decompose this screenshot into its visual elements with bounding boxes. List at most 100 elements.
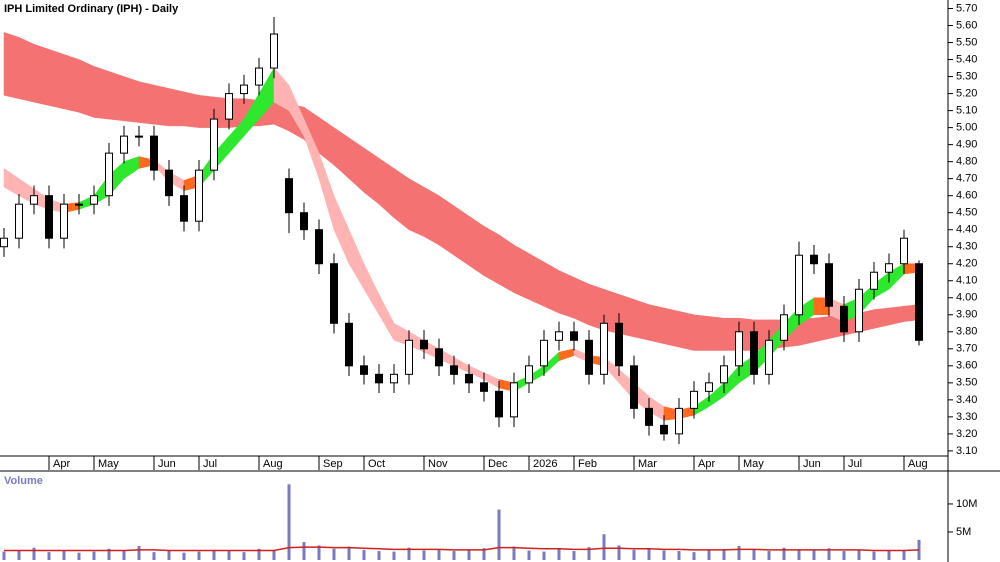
volume-bar	[467, 549, 471, 560]
volume-bar	[212, 549, 216, 560]
candle-body	[480, 382, 488, 392]
chart-title: IPH Limited Ordinary (IPH) - Daily	[4, 3, 179, 15]
candle-body	[285, 178, 293, 214]
volume-bar	[332, 548, 336, 560]
volume-bar	[662, 550, 666, 560]
volume-bar	[17, 549, 21, 560]
candle-body	[315, 229, 323, 265]
candle-body	[90, 195, 98, 205]
long-band	[468, 215, 485, 277]
candle-body	[840, 305, 848, 333]
volume-bar	[497, 509, 501, 560]
volume-bar	[767, 551, 771, 560]
candle-body	[570, 331, 578, 341]
long-band	[123, 76, 140, 123]
long-band	[153, 84, 170, 127]
candle-body	[495, 390, 503, 418]
y-tick-label: 4.60	[956, 190, 977, 202]
x-tick-label: Sep	[323, 458, 343, 470]
y-tick-label: 4.40	[956, 224, 977, 236]
y-tick-label: 4.80	[956, 156, 977, 168]
y-tick-label: 3.80	[956, 326, 977, 338]
volume-bar	[167, 551, 171, 560]
y-tick-label: 4.50	[956, 207, 977, 219]
candle-body	[735, 331, 743, 367]
x-tick-label: Apr	[698, 458, 715, 470]
volume-bar	[587, 547, 591, 560]
volume-bar	[317, 545, 321, 560]
x-tick-label: Jul	[203, 458, 217, 470]
y-tick-label: 4.20	[956, 258, 977, 270]
x-tick-label: Feb	[578, 458, 597, 470]
y-tick-label: 3.20	[956, 428, 977, 440]
x-tick-label: May	[98, 458, 119, 470]
long-band	[558, 270, 575, 319]
long-band	[513, 244, 530, 300]
volume-bar	[137, 545, 141, 560]
candle-body	[795, 254, 803, 316]
long-band	[108, 71, 125, 122]
y-tick-label: 4.90	[956, 139, 977, 151]
y-tick-label: 4.10	[956, 275, 977, 287]
candle-body	[0, 237, 8, 248]
volume-bar	[302, 542, 306, 560]
volume-bar	[47, 552, 51, 560]
volume-bar	[482, 548, 486, 560]
volume-bar	[842, 551, 846, 560]
candle-body	[900, 237, 908, 265]
candle-body	[225, 93, 233, 120]
candle-body	[45, 195, 53, 239]
volume-bar	[182, 552, 186, 560]
x-tick-label: Mar	[638, 458, 657, 470]
candle-body	[765, 339, 773, 375]
y-tick-label: 10M	[956, 498, 977, 510]
y-tick-label: 5.70	[956, 2, 977, 14]
volume-bar	[752, 549, 756, 560]
y-tick-label: 5.00	[956, 122, 977, 134]
y-tick-label: 3.10	[956, 445, 977, 457]
long-band	[888, 305, 905, 326]
volume-bar	[227, 551, 231, 560]
y-tick-label: 5.50	[956, 36, 977, 48]
long-band	[48, 48, 65, 110]
long-band	[573, 276, 590, 326]
candle-body	[660, 424, 668, 435]
long-band	[708, 316, 725, 351]
volume-bar	[857, 549, 861, 560]
long-band	[138, 81, 155, 125]
candle-body	[360, 365, 368, 375]
volume-bar	[407, 547, 411, 560]
candle-body	[915, 263, 923, 341]
candle-body	[630, 365, 638, 409]
y-tick-label: 5.60	[956, 19, 977, 31]
volume-bar	[197, 551, 201, 560]
volume-bar	[797, 549, 801, 560]
candle-body	[390, 373, 398, 384]
volume-bar	[32, 547, 36, 560]
long-band	[168, 88, 185, 127]
volume-bar	[242, 552, 246, 560]
candle-body	[150, 135, 158, 171]
x-tick-label: 2026	[533, 458, 557, 470]
long-band	[78, 59, 95, 118]
volume-bar	[107, 548, 111, 560]
volume-bar	[377, 551, 381, 560]
long-band	[633, 299, 650, 341]
plot-layer: 5.70 5.60 5.50 5.40 5.30 5.20 5.10 5.00 4.90 4.80…	[0, 2, 977, 560]
long-band	[528, 253, 545, 307]
long-band	[408, 178, 425, 237]
y-tick-label: 3.50	[956, 377, 977, 389]
x-tick-label: Apr	[53, 458, 70, 470]
candle-body	[240, 84, 248, 95]
volume-bar	[782, 547, 786, 560]
volume-bar	[122, 550, 126, 560]
candle-body	[120, 135, 128, 154]
candle-body	[540, 339, 548, 367]
volume-average	[4, 546, 920, 552]
candle-body	[780, 314, 788, 341]
candle-body	[180, 195, 188, 222]
y-tick-label: 3.30	[956, 411, 977, 423]
volume-bar	[527, 550, 531, 560]
volume-bar	[647, 548, 651, 560]
